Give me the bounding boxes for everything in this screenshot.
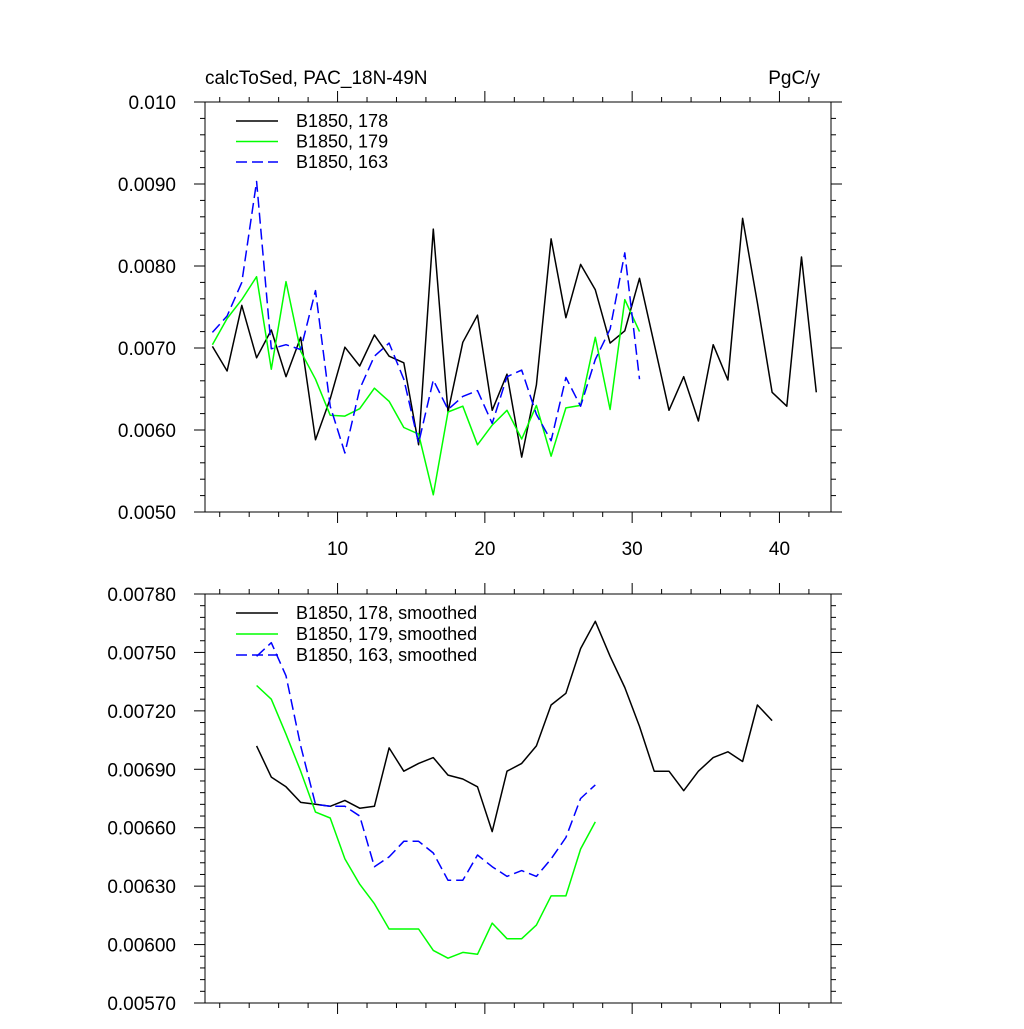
y-tick-label: 0.00600	[107, 936, 176, 957]
legend-label-1: B1850, 178	[296, 111, 388, 131]
x-tick-label: 40	[769, 539, 790, 560]
x-tick-label: 20	[474, 539, 495, 560]
y-tick-label: 0.0070	[118, 339, 176, 360]
y-tick-label: 0.00690	[107, 760, 176, 781]
legend-label-3: B1850, 163	[296, 152, 388, 172]
series-line-2	[211, 275, 641, 496]
y-tick-label: 0.0090	[118, 175, 176, 196]
y-tick-label: 0.0080	[118, 257, 176, 278]
legend-label-1: B1850, 178, smoothed	[296, 603, 477, 623]
chart-title: calcToSed, PAC_18N-49N	[205, 68, 427, 89]
y-tick-label: 0.00630	[107, 877, 176, 898]
plot-frame	[204, 593, 832, 1004]
y-tick-label: 0.0050	[118, 503, 176, 524]
x-tick-label: 10	[327, 539, 348, 560]
y-tick-label: 0.00750	[107, 643, 176, 664]
series-line-2	[256, 684, 596, 959]
y-tick-label: 0.00720	[107, 702, 176, 723]
legend-label-2: B1850, 179, smoothed	[296, 624, 477, 644]
y-tick-label: 0.00660	[107, 819, 176, 840]
y-tick-label: 0.00570	[107, 994, 176, 1015]
units-label: PgC/y	[768, 68, 820, 89]
plot-frame	[204, 101, 832, 513]
legend-label-2: B1850, 179	[296, 132, 388, 152]
series-line-1	[211, 217, 818, 458]
series-line-1	[255, 620, 773, 833]
y-tick-label: 0.00780	[107, 585, 176, 606]
series-line-3	[211, 180, 641, 454]
y-tick-label: 0.010	[128, 93, 176, 114]
series-line-3	[256, 641, 596, 882]
x-tick-label: 30	[622, 539, 643, 560]
top-panel: calcToSed, PAC_18N-49N PgC/y 10 20 30 40 0.0…	[118, 68, 842, 560]
legend-label-3: B1850, 163, smoothed	[296, 645, 477, 665]
y-tick-label: 0.0060	[118, 421, 176, 442]
bottom-panel: 0.00570 0.00600 0.00630 0.00660 0.00690 0.007…	[107, 583, 842, 1015]
